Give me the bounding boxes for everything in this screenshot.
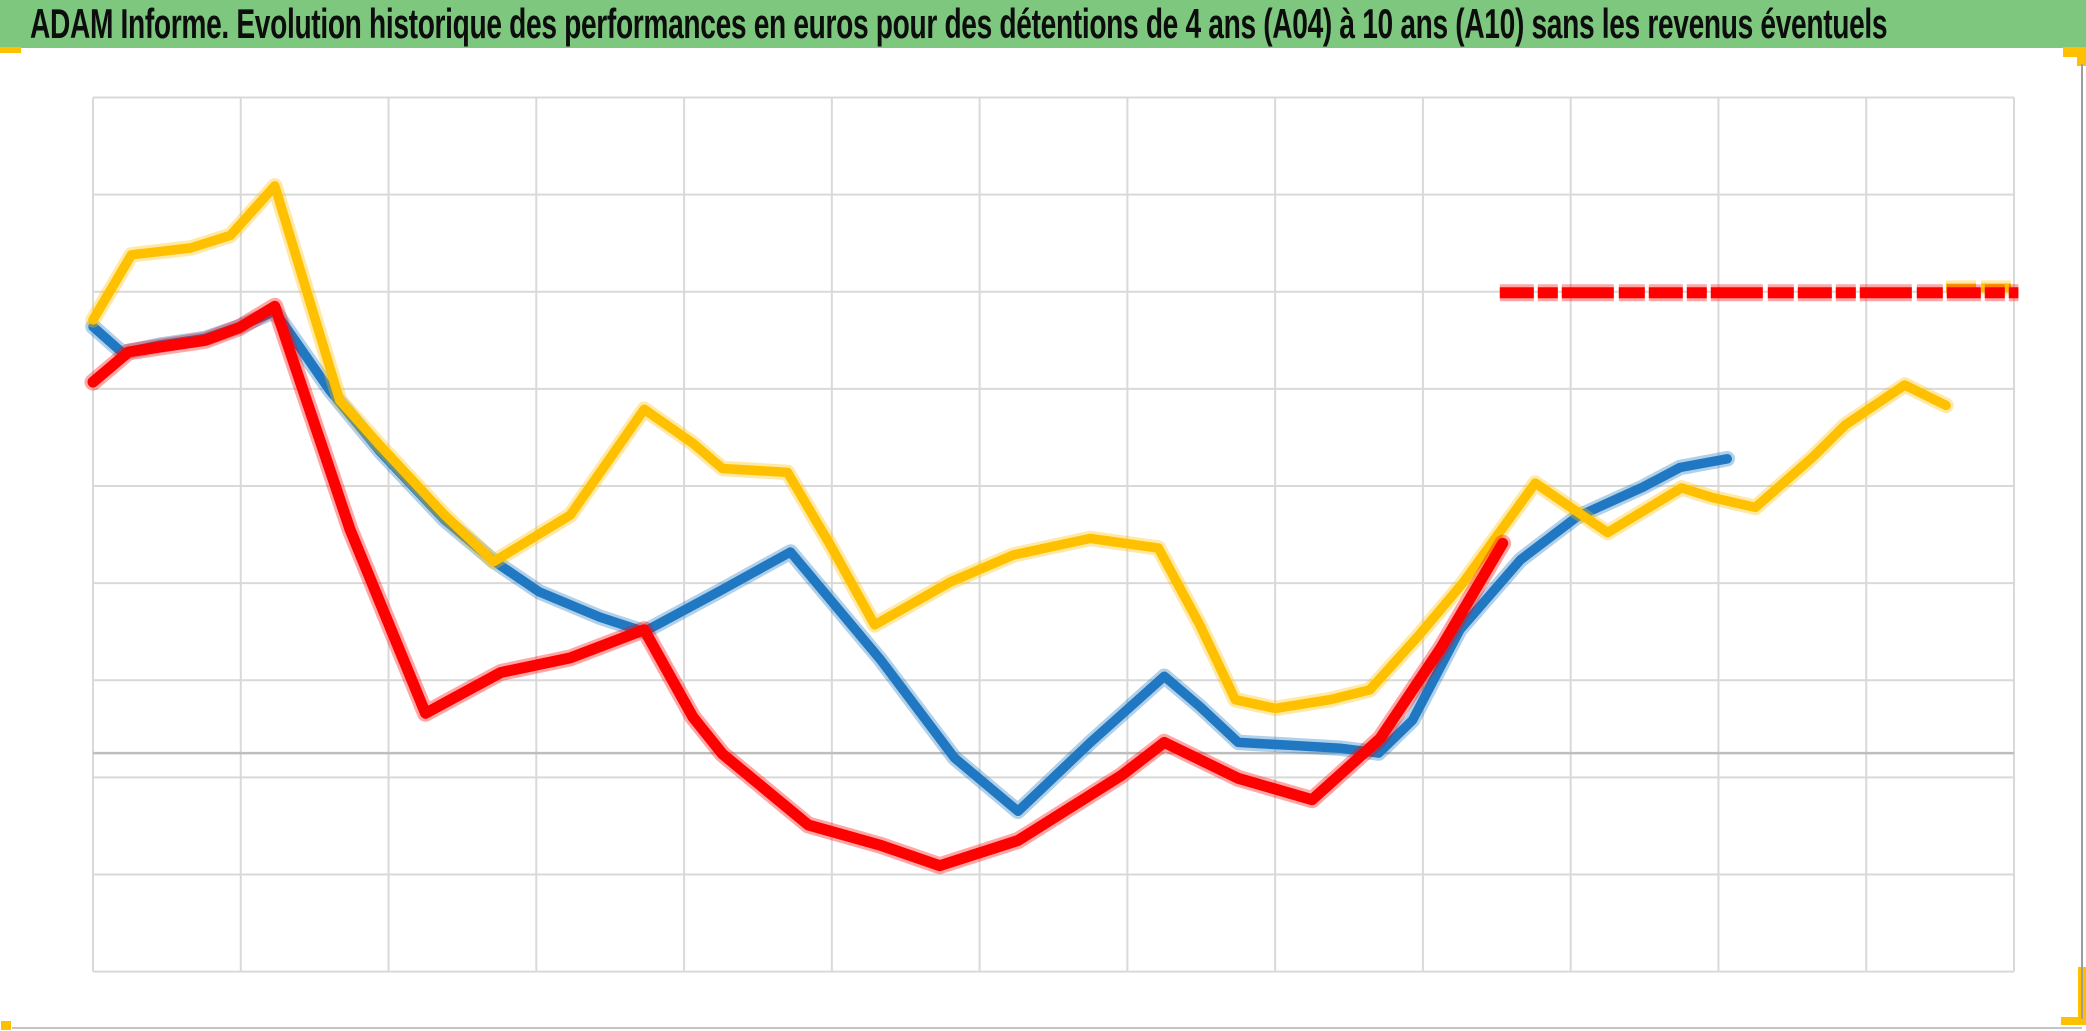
page-corner-marker-top-left bbox=[0, 47, 21, 53]
chart-title-bar: ADAM Informe. Evolution historique des p… bbox=[0, 0, 2086, 48]
sheet-bottom-border bbox=[12, 1027, 2082, 1029]
chart-title: ADAM Informe. Evolution historique des p… bbox=[30, 0, 1888, 47]
gridlines bbox=[92, 96, 2015, 973]
page-corner-marker-bottom-left bbox=[1, 1021, 11, 1030]
series-red-line bbox=[87, 300, 1509, 872]
performance-line-chart[interactable] bbox=[0, 48, 2086, 1031]
chart-canvas[interactable] bbox=[0, 48, 2086, 1031]
sheet-right-border bbox=[2081, 64, 2083, 1019]
page-corner-marker-bottom-right-h bbox=[2061, 1017, 2086, 1025]
series-yellow-line bbox=[88, 181, 1951, 714]
page-corner-marker-top-right-h bbox=[2063, 47, 2086, 57]
series-lines bbox=[84, 178, 2019, 875]
page-corner-marker-top-right-v bbox=[2077, 47, 2086, 66]
